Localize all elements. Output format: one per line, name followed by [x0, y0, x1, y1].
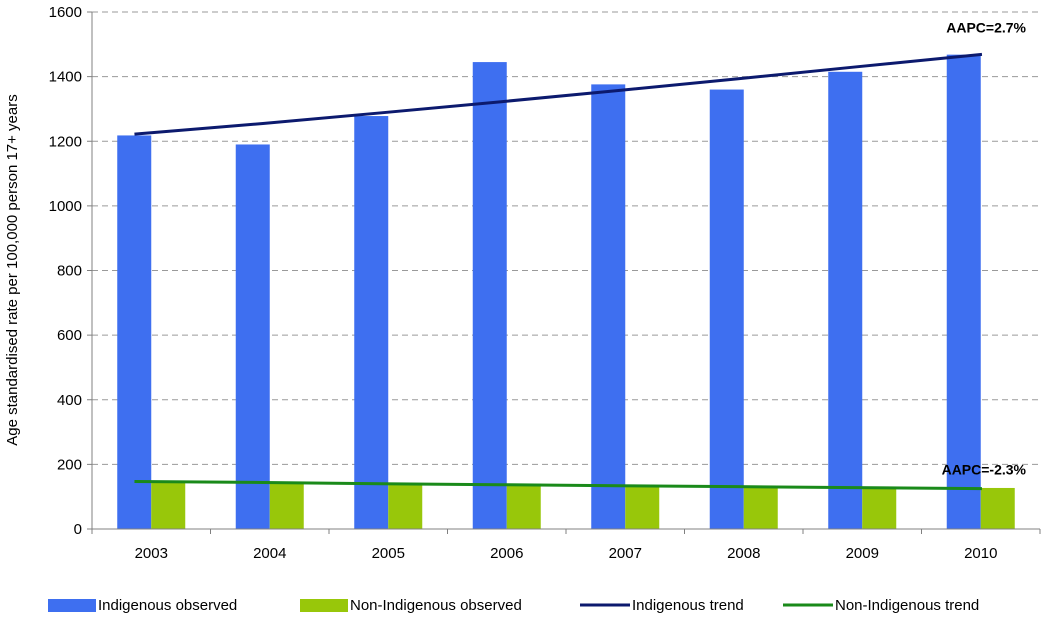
y-tick-label: 200	[57, 456, 82, 473]
y-tick-label: 1600	[49, 4, 82, 21]
x-tick-labels: 2003 2004 2005 2006 2007 2008 2009 2010	[135, 545, 998, 562]
bar-indigenous-observed-2008	[709, 89, 744, 530]
x-tick-label: 2006	[490, 545, 523, 562]
x-tick-label: 2005	[372, 545, 405, 562]
legend-label: Non-Indigenous trend	[835, 597, 979, 614]
line-indigenous-trend	[134, 52, 983, 136]
bar-non-indigenous-observed-2005	[388, 484, 423, 529]
x-tick-label: 2008	[727, 545, 760, 562]
x-tick-label: 2004	[253, 545, 286, 562]
y-tick-label: 400	[57, 392, 82, 409]
x-tick-label: 2009	[846, 545, 879, 562]
trend-lines	[134, 52, 983, 491]
bar-non-indigenous-observed-2010	[980, 487, 1015, 529]
aapc-annotation: AAPC=2.7%	[946, 19, 1026, 35]
bar-indigenous-observed-2009	[828, 71, 863, 529]
y-tick-label: 0	[74, 521, 82, 538]
bar-non-indigenous-observed-2006	[506, 483, 541, 529]
x-tick-label: 2003	[135, 545, 168, 562]
bars	[117, 54, 1015, 530]
legend-swatch	[48, 599, 96, 612]
y-tick-label: 1200	[49, 133, 82, 150]
bar-indigenous-observed-2010	[946, 54, 981, 530]
line-non-indigenous-trend	[134, 480, 982, 491]
axes	[87, 11, 1041, 534]
gridlines	[92, 11, 1040, 465]
annotations: AAPC=2.7% AAPC=-2.3%	[942, 19, 1027, 477]
legend-swatch	[300, 599, 348, 612]
y-tick-label: 600	[57, 327, 82, 344]
bar-non-indigenous-observed-2004	[269, 483, 304, 529]
y-tick-label: 1000	[49, 198, 82, 215]
x-tick-label: 2007	[609, 545, 642, 562]
legend-label: Non-Indigenous observed	[350, 597, 522, 614]
bar-indigenous-observed-2005	[354, 116, 389, 529]
bar-non-indigenous-observed-2003	[151, 482, 186, 529]
bar-non-indigenous-observed-2009	[862, 487, 897, 529]
y-axis-label: Age standardised rate per 100,000 person…	[4, 94, 21, 446]
legend: Indigenous observed Non-Indigenous observ…	[48, 597, 979, 614]
y-tick-label: 1400	[49, 69, 82, 86]
bar-non-indigenous-observed-2007	[625, 486, 660, 529]
bar-indigenous-observed-2006	[472, 62, 507, 529]
x-tick-label: 2010	[964, 545, 997, 562]
bar-indigenous-observed-2004	[235, 144, 270, 529]
legend-label: Indigenous trend	[632, 597, 744, 614]
y-tick-labels: 0 200 400 600 800 1000 1200 1400 1600	[49, 4, 82, 538]
bar-non-indigenous-observed-2008	[743, 486, 778, 529]
legend-label: Indigenous observed	[98, 597, 237, 614]
bar-indigenous-observed-2003	[117, 135, 152, 529]
aapc-annotation: AAPC=-2.3%	[942, 462, 1027, 478]
y-tick-label: 800	[57, 263, 82, 280]
bar-indigenous-observed-2007	[591, 84, 626, 529]
